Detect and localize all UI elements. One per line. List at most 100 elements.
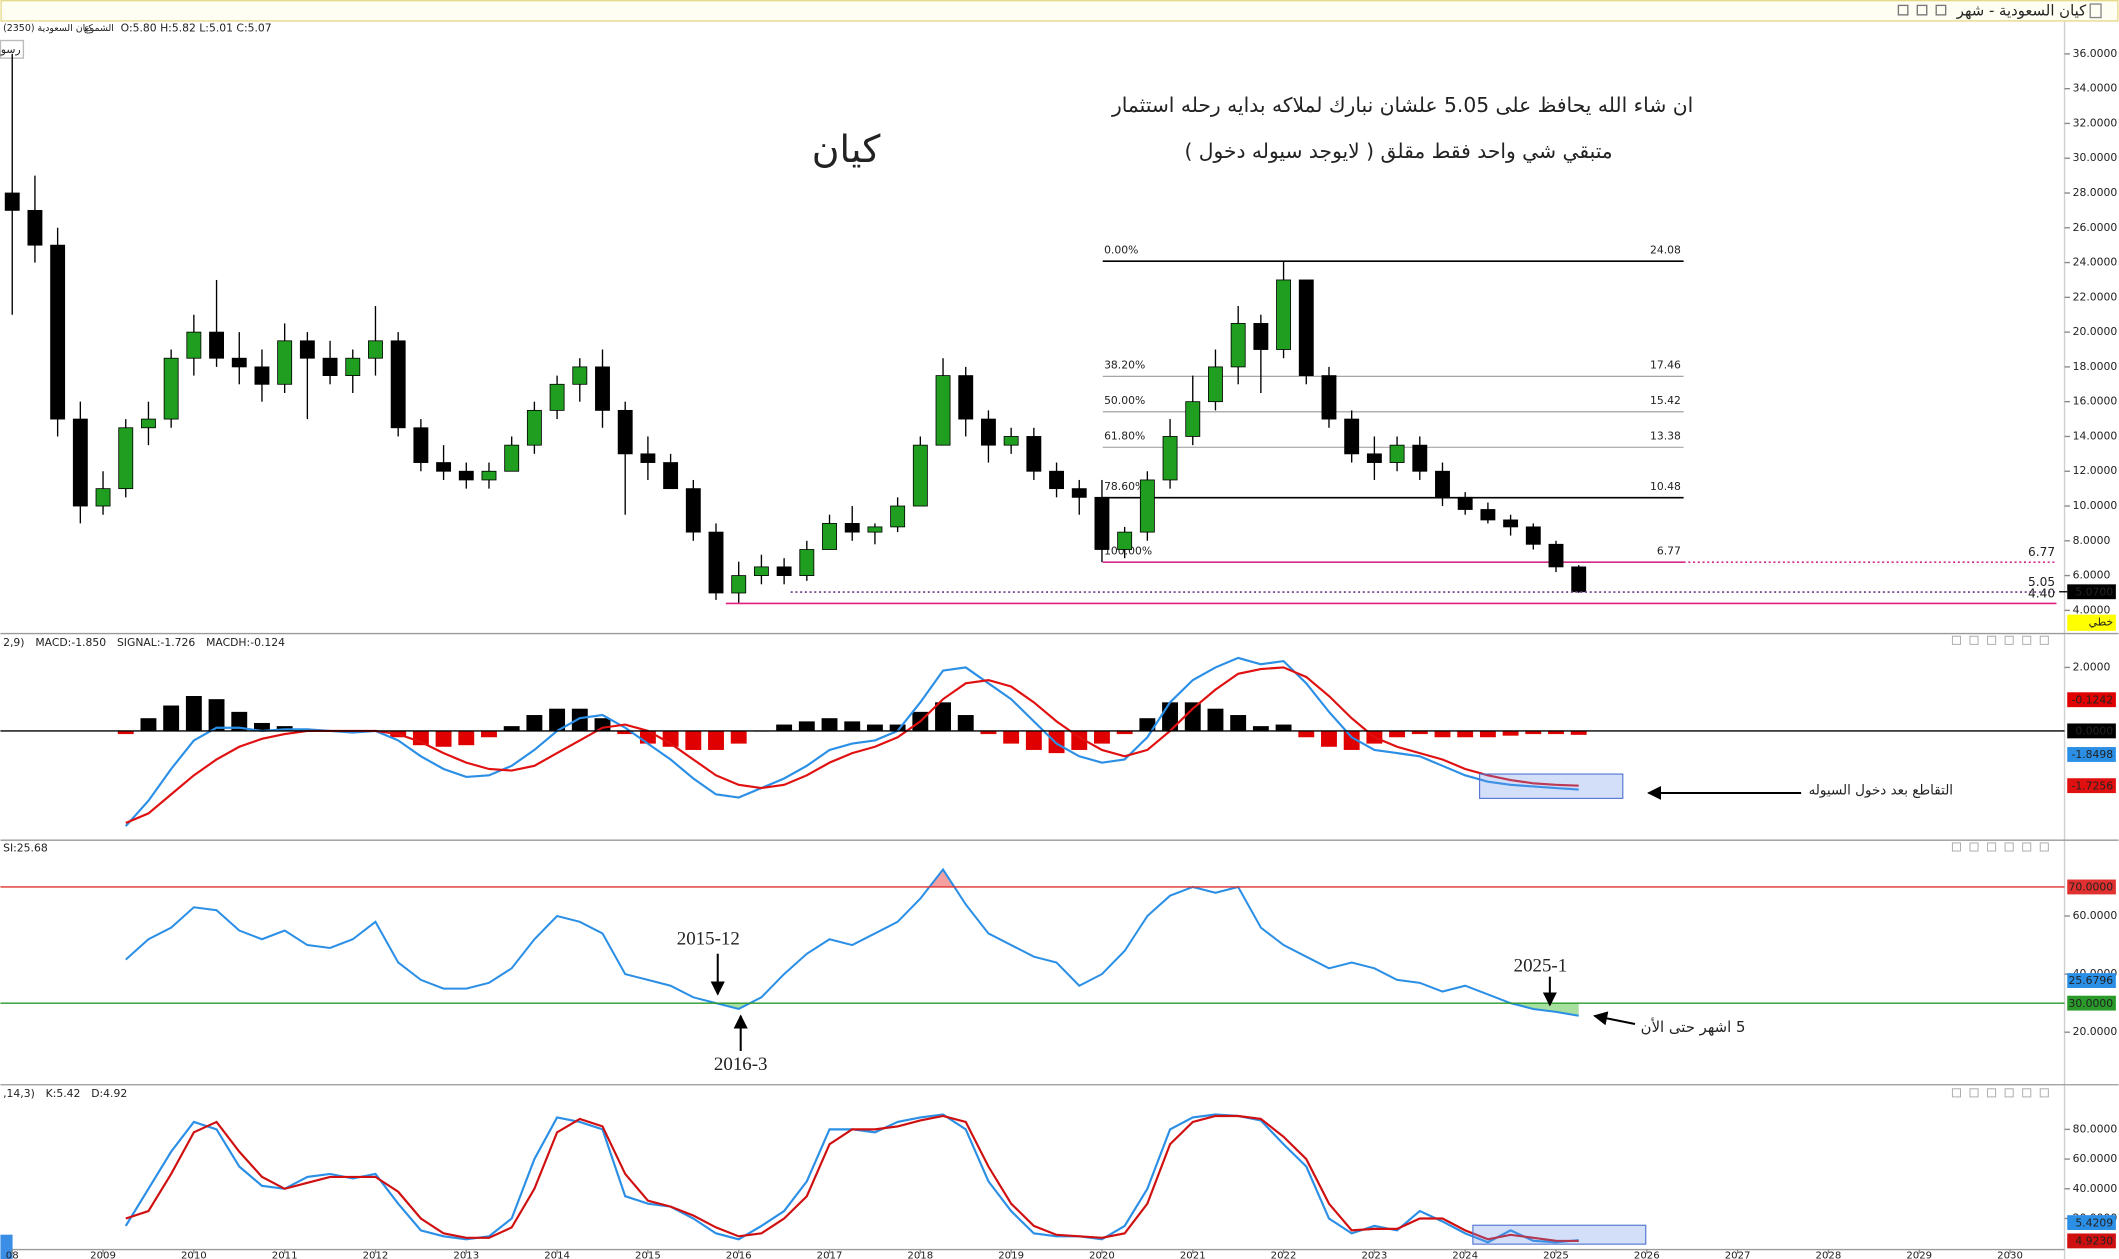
histogram-bar [458,730,475,746]
candle-body [345,357,361,377]
corner-button[interactable] [0,1234,13,1259]
candle-body [663,462,679,490]
price-plot: 0.00% 24.08 38.20% 17.46 50.00% 15.42 61.80% 13… [4,53,1684,604]
fib-level-label: 0.00% [1104,243,1138,256]
rsi-plot [125,867,1579,1017]
panel-control[interactable] [2039,842,2049,852]
panel-control[interactable] [1951,842,1961,852]
y-tick-label: 34.0000 [2073,82,2118,95]
candle-body [27,209,43,246]
level-label-box [2067,879,2116,895]
y-tick-label: 26.0000 [2073,221,2118,234]
panel-control[interactable] [1987,635,1997,645]
candle-body [458,470,474,481]
candle-body [277,340,293,385]
histogram-bar [254,722,270,731]
candle-body [504,444,520,472]
legend-entry: MACD:-1.850 [35,636,106,649]
annotation: التقاطع بعد دخول السيوله [1809,782,1954,798]
panel-control[interactable] [2039,635,2049,645]
x-tick-label: 2022 [1271,1251,1297,1259]
histogram-bar [1548,730,1564,735]
last-price-label: 5.0700 [2075,585,2113,598]
histogram-bar [1184,702,1201,731]
fib-value-label: 15.42 [1650,394,1681,407]
panel-control[interactable] [1987,1088,1997,1098]
panel-control[interactable] [1951,635,1961,645]
panel-control[interactable] [2004,635,2014,645]
candle-body [776,566,792,576]
panel-control[interactable] [2004,1088,2014,1098]
histogram-bar [1525,730,1542,735]
zero-line-label: 0.0000 [2075,725,2113,738]
panel-control[interactable] [1969,1088,1979,1098]
candle-body [95,488,111,507]
panel-control[interactable] [2039,1088,2049,1098]
y-tick-label: 14.0000 [2073,429,2118,442]
candle-body [1139,479,1155,533]
panel-control[interactable] [1951,1088,1961,1098]
panel-control[interactable] [2022,842,2032,852]
candle-body [4,192,20,211]
window-icon[interactable] [2089,3,2102,19]
last-value-label: -0.1242 [2071,693,2113,706]
candle-body [231,357,247,368]
candle-body [685,488,701,533]
panel-control[interactable] [1987,842,1997,852]
y-tick-label: 10.0000 [2073,499,2118,512]
histogram-bar [1025,730,1042,750]
histogram-bar [662,730,679,747]
candle-body [1366,453,1382,463]
x-tick-label: 2009 [90,1251,116,1259]
macd-plot [117,656,1587,827]
candle-body [1571,566,1587,593]
window-button[interactable] [1897,4,1909,16]
window-button[interactable] [1916,4,1928,16]
candle-body [1412,444,1428,472]
panel-control[interactable] [2004,842,2014,852]
window-button[interactable] [1935,4,1947,16]
annotation: متبقي شي واحد فقط مقلق ( لايوجد سيوله دخ… [1184,139,1612,164]
candle-body [1026,436,1042,472]
x-tick-label: 08 [6,1251,19,1259]
fib-value-label: 13.38 [1650,429,1681,442]
y-tick-label: 30.0000 [2073,151,2118,164]
candle-body [708,531,724,594]
candle-body [822,523,837,550]
histogram-bar [526,715,543,731]
histogram-bar [1003,730,1020,744]
fib-level-label: 100.00% [1104,544,1152,557]
histogram-bar [1570,730,1587,735]
candle-body [958,375,974,420]
y-tick-label: 24.0000 [2073,256,2118,269]
candle-body [163,357,179,420]
candle-body [549,383,565,411]
x-tick-label: 2018 [907,1251,933,1259]
histogram-bar [821,718,838,731]
panel-control[interactable] [2022,1088,2032,1098]
candle-body [1230,323,1246,368]
x-tick-label: 2016 [726,1251,752,1259]
title-bar [0,0,2119,22]
histogram-bar [1434,730,1451,738]
legend-entry: MACDH:-0.124 [206,636,285,649]
candle-body [1003,436,1019,446]
histogram-bar [776,724,793,731]
symbol-input-text[interactable]: رسو [0,43,21,56]
legend-entry: SI:25.68 [3,841,48,854]
last-value-label: -1.7256 [2071,779,2113,792]
histogram-bar [1502,730,1519,736]
fib-value-label: 10.48 [1650,480,1681,493]
histogram-bar [549,708,566,731]
histogram-bar [231,711,248,731]
histogram-bar [208,699,225,731]
legend-entry: SIGNAL:-1.726 [117,636,195,649]
histogram-bar [594,718,611,731]
y-tick-label: 8.0000 [2073,534,2111,547]
last-value-label-box [2067,1215,2116,1231]
panel-control[interactable] [2022,635,2032,645]
panel-control[interactable] [1969,635,1979,645]
candle-body [1503,519,1519,528]
panel-control[interactable] [1969,842,1979,852]
